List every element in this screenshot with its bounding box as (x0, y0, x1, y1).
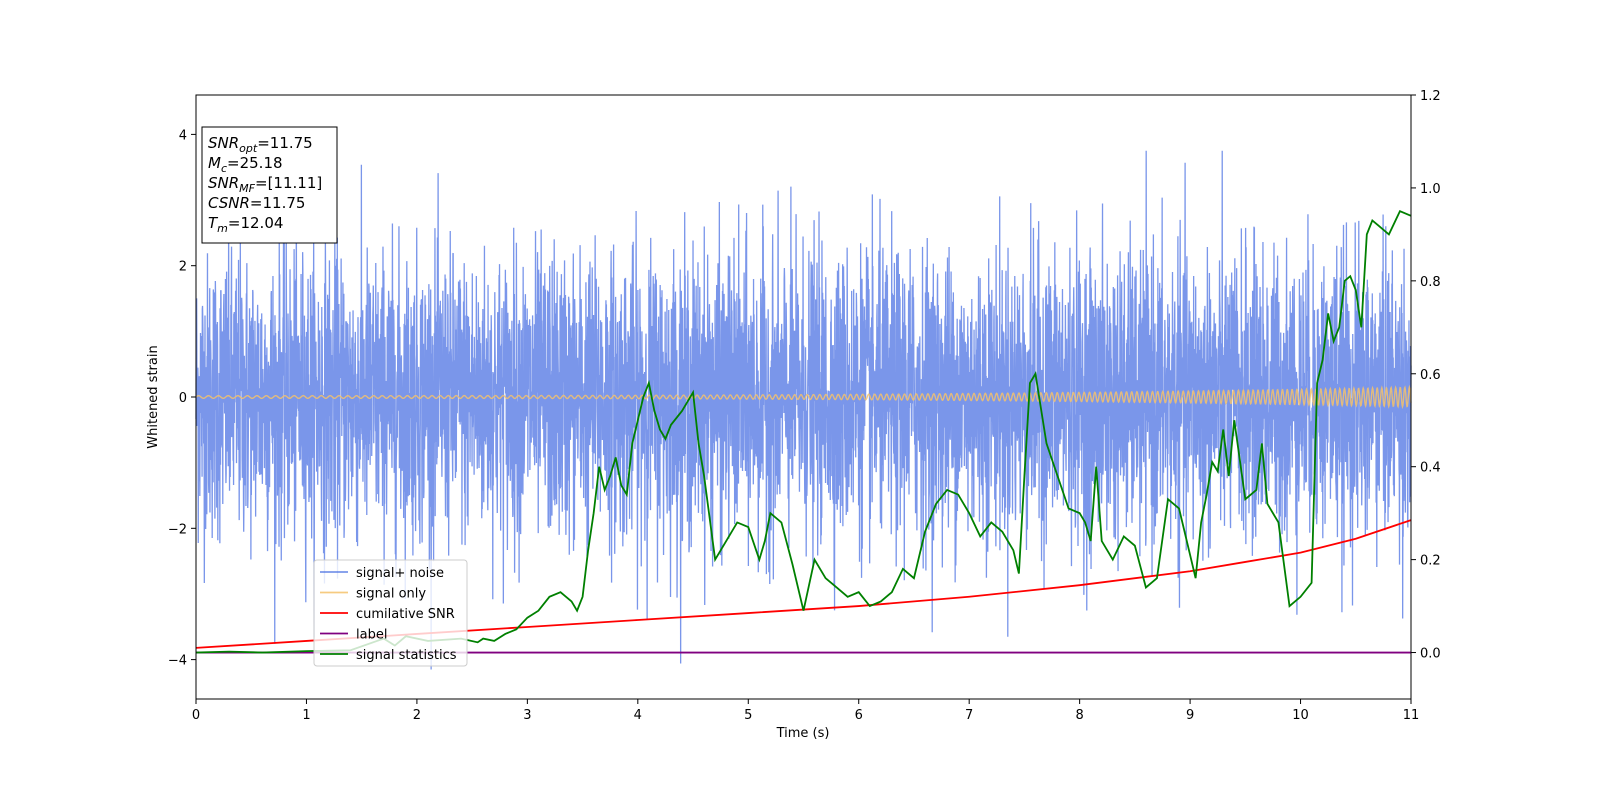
x-tick-label: 6 (855, 708, 863, 723)
legend-entry: label (356, 628, 387, 643)
y-tick-label: −2 (168, 522, 187, 537)
legend: signal+ noise signal only cumilative SNR la… (313, 559, 468, 667)
y-tick-label: −4 (168, 654, 187, 669)
y2-tick-label: 0.6 (1420, 368, 1441, 383)
info-line: CSNR=11.75 (208, 194, 305, 212)
y-tick-label: 0 (179, 391, 187, 406)
y2-tick-label: 0.4 (1420, 461, 1441, 476)
axes-layer: 0 1 2 3 4 5 6 7 8 9 10 11 −4 −2 0 2 4 0.0 0.2 0.4 0.6 0.8 1.0 1… (168, 89, 1441, 723)
y-axis-label: Whitened strain (146, 345, 161, 448)
y2-tick-label: 0.0 (1420, 647, 1441, 662)
legend-entry: cumilative SNR (356, 607, 455, 622)
info-line: SNRopt=11.75 (208, 134, 313, 155)
series-signal-statistics-line (195, 209, 1412, 654)
x-tick-label: 10 (1292, 708, 1309, 723)
legend-entry: signal only (356, 587, 426, 602)
info-line: Mc=25.18 (208, 154, 283, 175)
info-box: SNRopt=11.75Mc=25.18SNRMF=[11.11]CSNR=11… (201, 126, 338, 244)
series-signal-only-line (195, 384, 1412, 410)
x-tick-label: 8 (1075, 708, 1083, 723)
y2-tick-label: 1.2 (1420, 89, 1441, 104)
info-line: Tm=12.04 (208, 214, 283, 235)
y-tick-label: 4 (179, 128, 187, 143)
y2-tick-label: 0.2 (1420, 554, 1441, 569)
info-line: SNRMF=[11.11] (208, 174, 322, 195)
x-tick-label: 3 (523, 708, 531, 723)
x-tick-label: 5 (744, 708, 752, 723)
info-box-frame (201, 126, 338, 244)
legend-entry: signal+ noise (356, 566, 444, 581)
y-tick-label: 2 (179, 260, 187, 275)
y2-tick-label: 0.8 (1420, 275, 1441, 290)
x-tick-label: 7 (965, 708, 973, 723)
x-axis-label: Time (s) (776, 726, 830, 741)
x-tick-label: 9 (1186, 708, 1194, 723)
x-tick-label: 2 (413, 708, 421, 723)
x-tick-label: 4 (634, 708, 642, 723)
x-tick-label: 0 (192, 708, 200, 723)
legend-entry: signal statistics (356, 648, 457, 663)
y2-tick-label: 1.0 (1420, 182, 1441, 197)
legend-frame (313, 559, 468, 667)
x-tick-label: 11 (1403, 708, 1420, 723)
x-tick-label: 1 (302, 708, 310, 723)
